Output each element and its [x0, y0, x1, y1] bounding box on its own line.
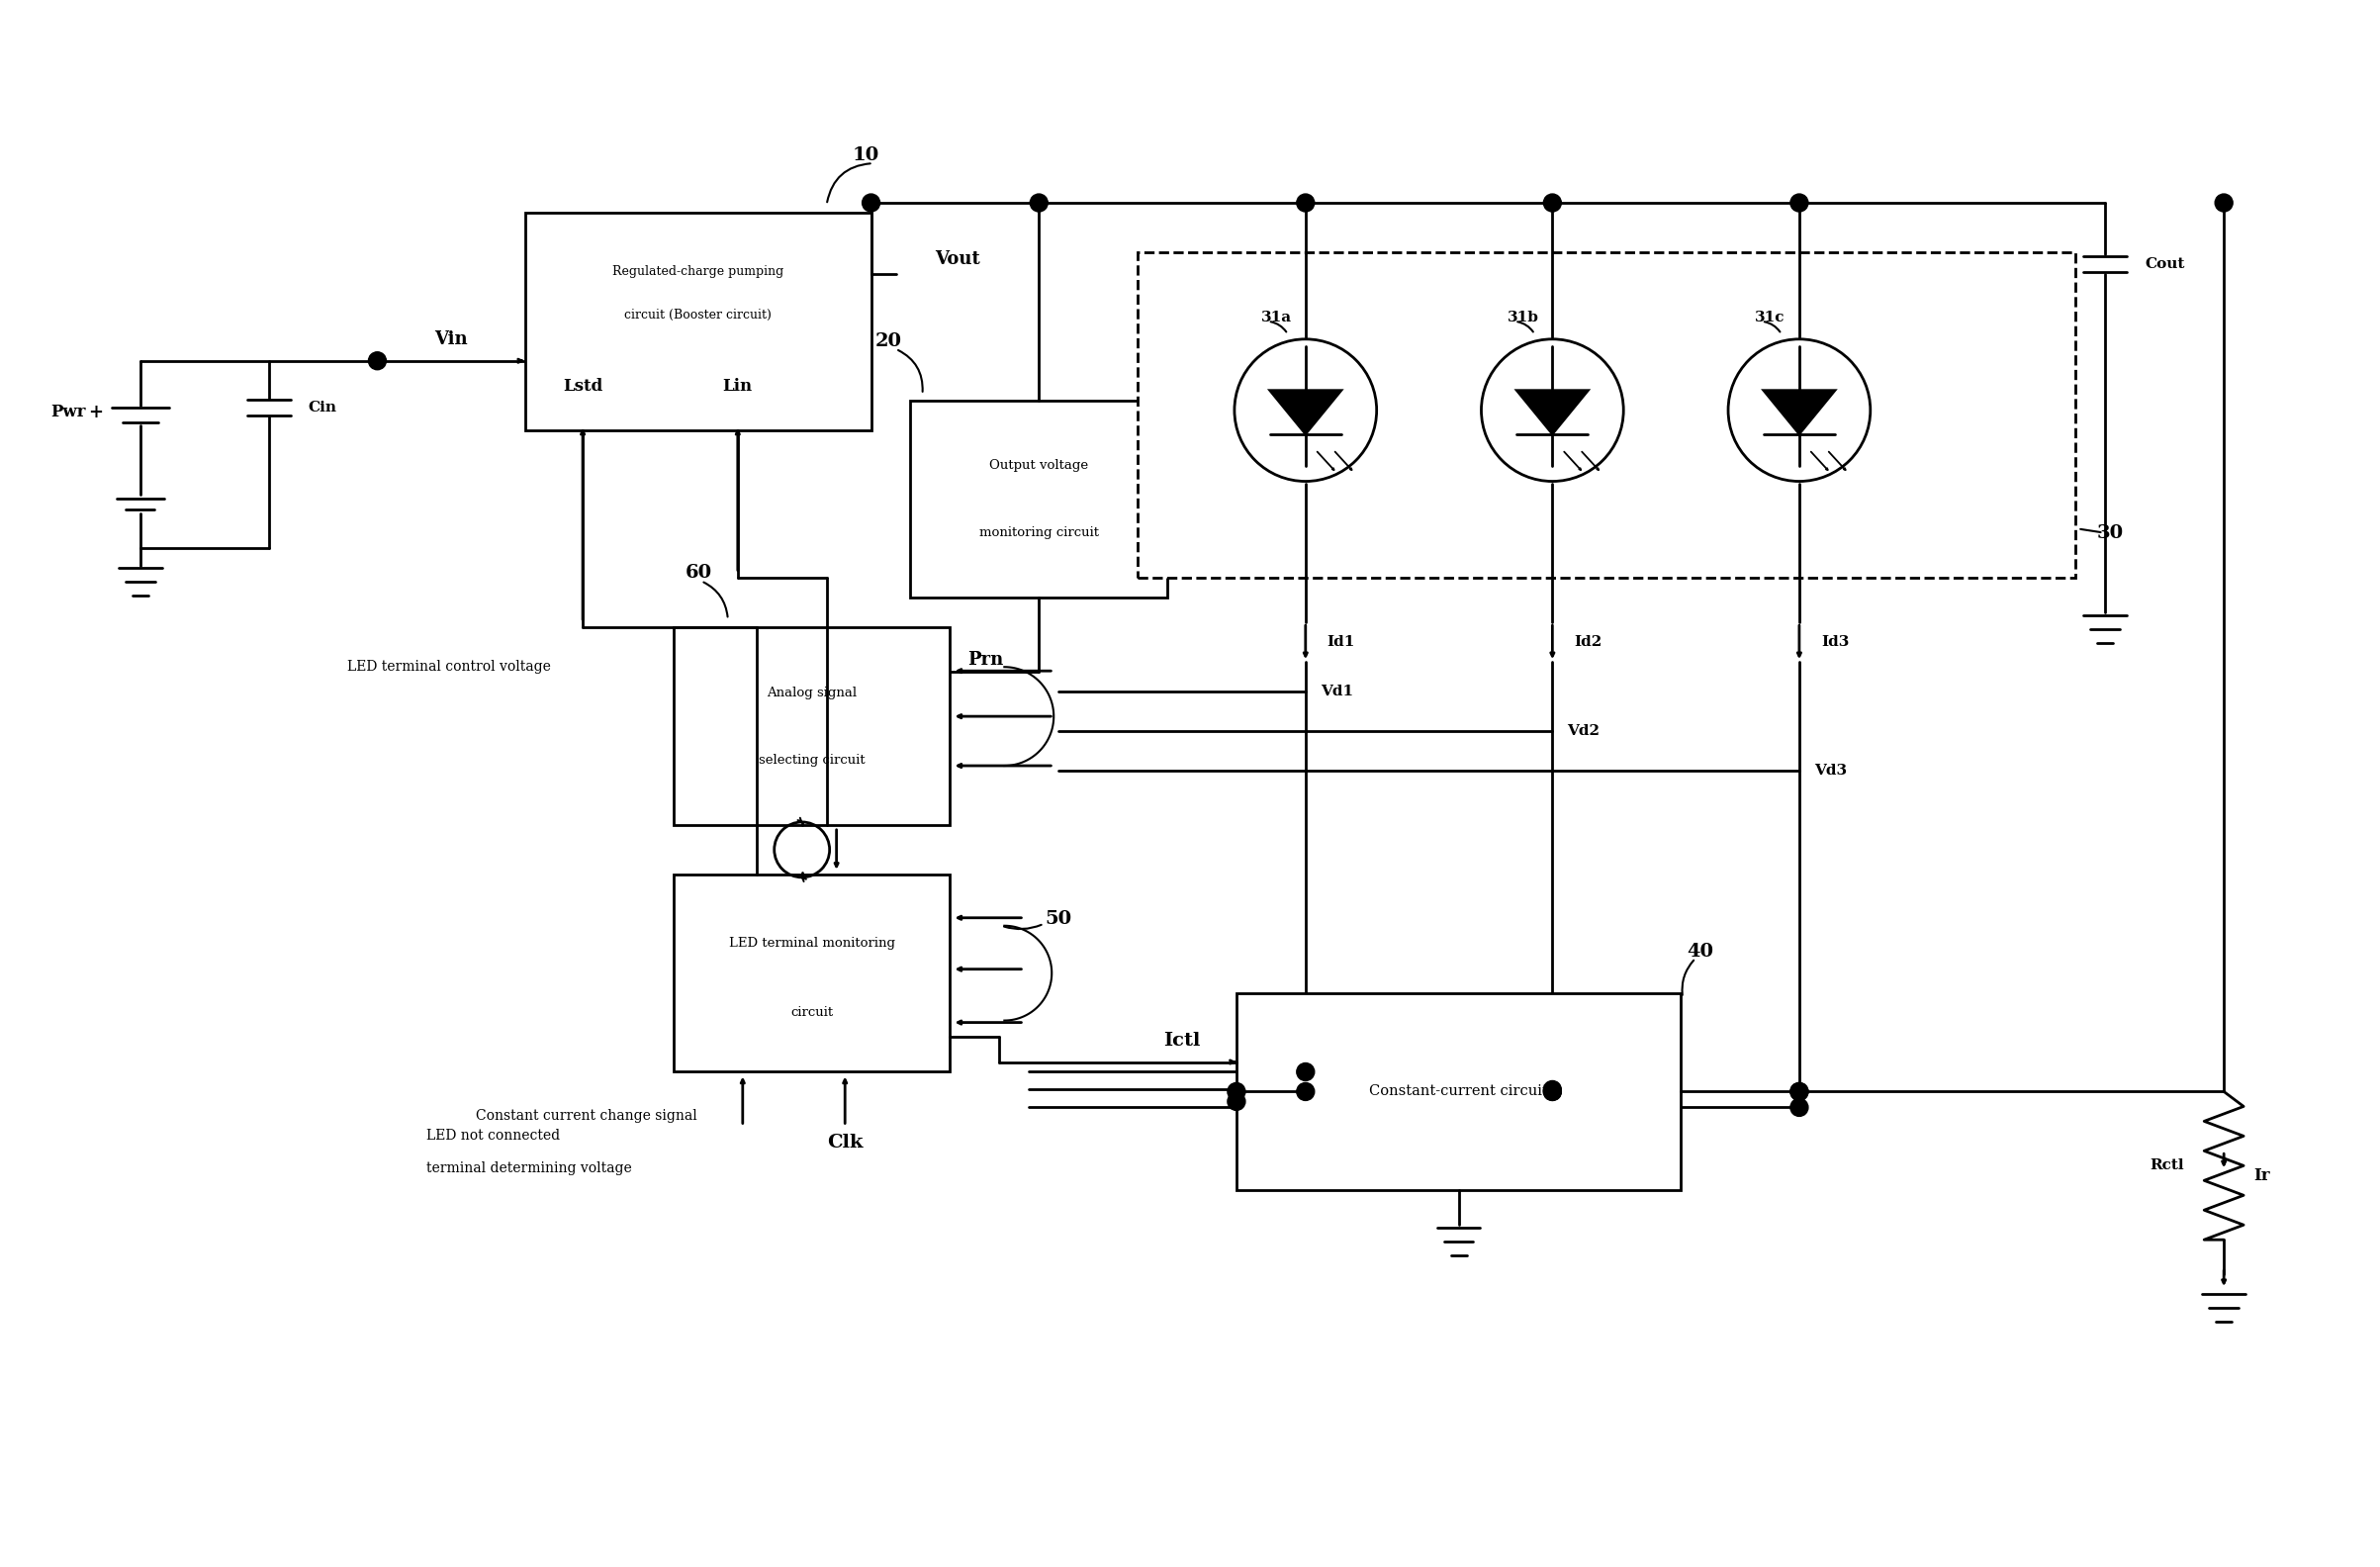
Circle shape [1545, 1083, 1561, 1100]
Text: Analog signal: Analog signal [766, 686, 857, 699]
Text: Lstd: Lstd [562, 378, 602, 395]
Bar [526, 213, 871, 429]
Text: 20: 20 [876, 332, 902, 349]
Text: LED not connected: LED not connected [426, 1130, 559, 1142]
Circle shape [862, 194, 881, 212]
Circle shape [1790, 1098, 1809, 1116]
Text: +: + [88, 403, 102, 422]
Text: Id3: Id3 [1821, 635, 1849, 649]
Circle shape [1228, 1083, 1245, 1100]
Text: 10: 10 [852, 147, 881, 165]
Text: 60: 60 [685, 564, 712, 581]
Text: Constant current change signal: Constant current change signal [476, 1109, 697, 1124]
Text: Vd3: Vd3 [1814, 763, 1847, 777]
Polygon shape [1271, 390, 1340, 434]
Text: Vin: Vin [436, 331, 469, 348]
Text: monitoring circuit: monitoring circuit [978, 527, 1100, 539]
Text: terminal determining voltage: terminal determining voltage [426, 1161, 633, 1175]
Text: LED terminal monitoring: LED terminal monitoring [728, 937, 895, 950]
Bar [674, 627, 950, 824]
Circle shape [1790, 194, 1809, 212]
Circle shape [1790, 1083, 1809, 1100]
Text: 30: 30 [2097, 525, 2123, 542]
Circle shape [1480, 338, 1623, 481]
Circle shape [1297, 1062, 1314, 1081]
Circle shape [1031, 194, 1047, 212]
Circle shape [1235, 338, 1376, 481]
Text: 50: 50 [1045, 910, 1071, 928]
Text: Lin: Lin [724, 378, 752, 395]
Text: 31c: 31c [1754, 310, 1785, 324]
Text: Clk: Clk [826, 1135, 864, 1152]
Text: Id2: Id2 [1573, 635, 1602, 649]
Text: 31a: 31a [1261, 310, 1292, 324]
Circle shape [1545, 1081, 1561, 1098]
Text: Cout: Cout [2144, 257, 2185, 271]
Text: selecting circuit: selecting circuit [759, 754, 864, 766]
Circle shape [1228, 1092, 1245, 1111]
Text: Constant-current circuit: Constant-current circuit [1368, 1084, 1547, 1098]
Text: Output voltage: Output voltage [990, 459, 1088, 472]
Text: Ir: Ir [2254, 1167, 2271, 1185]
Circle shape [1297, 1083, 1314, 1100]
Text: Vd1: Vd1 [1321, 685, 1354, 699]
Text: Vd2: Vd2 [1566, 724, 1599, 738]
Bar [1238, 993, 1680, 1191]
Text: Prn: Prn [969, 652, 1004, 669]
Text: circuit (Booster circuit): circuit (Booster circuit) [624, 309, 771, 321]
Circle shape [2216, 194, 2232, 212]
Text: Ictl: Ictl [1164, 1031, 1200, 1050]
Bar [674, 874, 950, 1072]
Circle shape [369, 353, 386, 370]
Bar [1138, 252, 2075, 578]
Bar [912, 400, 1166, 599]
Text: LED terminal control voltage: LED terminal control voltage [347, 660, 552, 674]
Text: Id1: Id1 [1328, 635, 1354, 649]
Text: Pwr: Pwr [50, 404, 86, 420]
Circle shape [1545, 1083, 1561, 1100]
Polygon shape [1764, 390, 1835, 434]
Text: Rctl: Rctl [2149, 1158, 2185, 1172]
Text: Regulated-charge pumping: Regulated-charge pumping [612, 265, 783, 277]
Circle shape [1545, 194, 1561, 212]
Text: Cin: Cin [307, 400, 338, 414]
Text: 31b: 31b [1509, 310, 1540, 324]
Text: Vout: Vout [935, 249, 981, 268]
Polygon shape [1516, 390, 1587, 434]
Circle shape [1728, 338, 1871, 481]
Circle shape [1297, 194, 1314, 212]
Circle shape [1790, 1083, 1809, 1100]
Text: circuit: circuit [790, 1006, 833, 1019]
Text: 40: 40 [1687, 942, 1714, 961]
